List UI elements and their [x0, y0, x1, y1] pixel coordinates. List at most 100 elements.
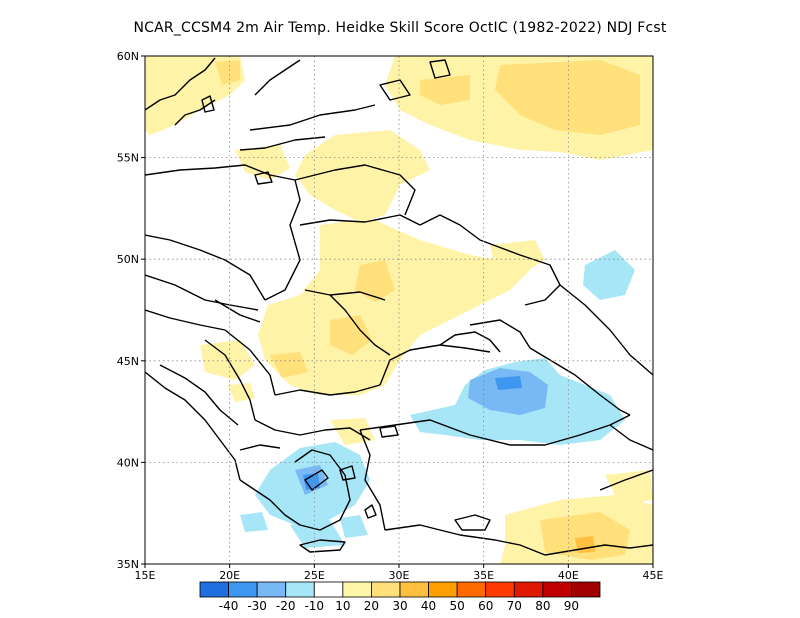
coastline-baltic-south [145, 164, 271, 176]
longitude-axis: 15E 20E 25E 30E 35E 40E 45E [135, 564, 664, 582]
skill-region-ionian [240, 512, 268, 532]
border-romania-moldova [329, 294, 391, 356]
border-serbia [204, 339, 256, 421]
tick-label-lat: 45N [117, 355, 139, 368]
skill-region-turkey-core [540, 512, 630, 560]
colorbar-label: 30 [392, 599, 407, 613]
border-belarus [294, 164, 416, 216]
coastline-black-sea-east [529, 347, 631, 416]
tick-label-lat: 55N [117, 152, 139, 165]
skill-region-turkey-peak [575, 536, 595, 553]
colorbar-swatch [428, 581, 458, 598]
colorbar-label: 70 [507, 599, 522, 613]
skill-region-northeast-core [495, 60, 640, 135]
border-slovakia-hungary [214, 299, 261, 323]
skill-region-black-sea-peak [495, 376, 522, 390]
skill-region-ukraine [258, 218, 530, 395]
colorbar-swatch [313, 581, 344, 598]
tick-label-lat: 35N [117, 558, 139, 571]
coastline-euboea [304, 469, 329, 491]
skill-region-moldova-core [330, 315, 372, 355]
coastline-turkey-north [359, 414, 631, 446]
skill-region-caucasus [605, 470, 653, 505]
coastline-sweden-east [174, 99, 216, 126]
coastline-saaremaa [254, 171, 273, 185]
border-caucasus [559, 284, 653, 376]
skill-region-scandi-core [215, 60, 240, 85]
skill-region-ukraine-core [355, 260, 395, 302]
coastline-greece [239, 449, 351, 531]
skill-region-volga [583, 250, 635, 300]
border-ukraine-moldova [304, 289, 386, 301]
colorbar-label: -40 [219, 599, 239, 613]
map-title: NCAR_CCSM4 2m Air Temp. Heidke Skill Sco… [133, 20, 667, 36]
coastline-crete [299, 539, 346, 553]
gridlines [145, 56, 653, 564]
coastline-scandinavia [145, 57, 216, 111]
border-germany-poland [145, 234, 266, 301]
colorbar-swatch [399, 581, 429, 598]
coastline-onega [429, 59, 451, 79]
skill-region-north-core [420, 75, 470, 105]
skill-region-aegean-peak [303, 473, 320, 490]
border-czech-slovak [145, 274, 259, 311]
coastline-gulf-of-finland [249, 104, 376, 131]
colorbar-label: 40 [421, 599, 436, 613]
latitude-axis: 35N 40N 45N 50N 55N 60N [117, 50, 145, 571]
coastline-rhodes [364, 504, 377, 519]
skill-region-belarus-russia [295, 130, 430, 222]
tick-label-lon: 20E [219, 569, 240, 582]
colorbar-swatch [342, 581, 372, 598]
coastline-turkey-south [384, 524, 546, 556]
skill-region-serbia [228, 383, 255, 402]
colorbar-swatch [199, 581, 229, 598]
colorbar-label: -30 [247, 599, 267, 613]
coastline-azov [469, 319, 531, 349]
colorbar-swatch [542, 581, 572, 598]
colorbar-swatch [456, 581, 487, 598]
coastline-baltic-states [239, 136, 326, 151]
border-bulgaria-greece [254, 419, 371, 441]
colorbar-swatch [228, 581, 258, 598]
colorbar-label: 80 [535, 599, 550, 613]
coastline-black-sea-north [379, 344, 491, 386]
tick-label-lat: 50N [117, 253, 139, 266]
coastline-sea-of-marmara [379, 425, 399, 438]
coastline-gotland [201, 95, 215, 113]
skill-region-dodecanese [340, 515, 368, 538]
colorbar-label: 60 [478, 599, 493, 613]
tick-label-lon: 30E [389, 569, 410, 582]
coastline-lesbos [339, 465, 356, 481]
colorbar-label: 20 [364, 599, 379, 613]
tick-label-lat: 40N [117, 456, 139, 469]
border-turkey-syria [544, 544, 653, 556]
coastline-cyprus [454, 514, 491, 531]
colorbar-label: -20 [276, 599, 296, 613]
colorbar-swatch [285, 581, 315, 598]
border-belarus-ukraine [299, 214, 421, 226]
colorbar-swatch [571, 581, 601, 598]
border-poland-east [264, 174, 301, 301]
border-armenia-iran [599, 469, 653, 491]
colorbar-swatch [513, 581, 544, 598]
colorbar-swatch [371, 581, 401, 598]
colorbar-label: -10 [304, 599, 324, 613]
colorbar-swatch [485, 581, 515, 598]
border-romania-bulgaria [274, 384, 381, 396]
tick-label-lon: 45E [643, 569, 664, 582]
tick-label-lat: 60N [117, 50, 139, 63]
skill-region-baltic [235, 145, 290, 180]
colorbar-swatch [256, 581, 287, 598]
coastline-ladoga [379, 79, 411, 101]
skill-region-black-sea-core [468, 368, 548, 415]
colorbar-label: 50 [450, 599, 465, 613]
border-georgia-armenia [609, 424, 653, 451]
border-russia-ukraine [419, 214, 561, 306]
skill-region-romania-core [270, 352, 308, 378]
border-croatia-bosnia [159, 364, 239, 426]
coastline-finland [254, 59, 301, 96]
tick-label-lon: 25E [304, 569, 325, 582]
coastline-crimea [439, 331, 501, 353]
colorbar-label: 10 [335, 599, 350, 613]
